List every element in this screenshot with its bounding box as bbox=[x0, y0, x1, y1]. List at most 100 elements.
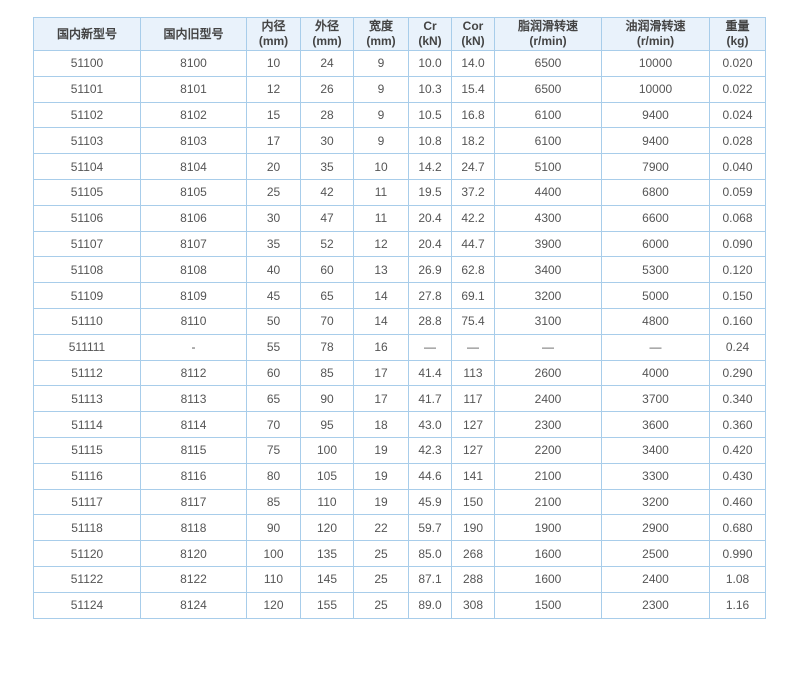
table-cell: 85.0 bbox=[408, 540, 452, 567]
table-cell: 10.5 bbox=[408, 101, 452, 129]
table-cell: 2400 bbox=[601, 565, 710, 593]
table-cell: 51102 bbox=[33, 101, 141, 129]
table-cell: 41.4 bbox=[408, 359, 452, 387]
table-cell: 22 bbox=[353, 514, 409, 542]
table-cell: 14 bbox=[353, 307, 409, 335]
table-cell: 43.0 bbox=[408, 411, 452, 438]
table-cell: 60 bbox=[300, 256, 354, 284]
table-cell: 45.9 bbox=[408, 488, 452, 516]
table-cell: 40 bbox=[246, 256, 301, 284]
table-cell: 8106 bbox=[140, 204, 247, 232]
table-cell: 51112 bbox=[33, 359, 141, 387]
table-cell: 10.0 bbox=[408, 50, 452, 77]
table-cell: 9 bbox=[353, 127, 409, 155]
table-cell: 3200 bbox=[494, 282, 602, 309]
table-cell: 0.160 bbox=[709, 307, 766, 335]
table-cell: 1.08 bbox=[709, 565, 766, 593]
table-cell: 8104 bbox=[140, 153, 247, 180]
table-cell: 0.460 bbox=[709, 488, 766, 516]
table-cell: 14.2 bbox=[408, 153, 452, 180]
table-cell: 42 bbox=[300, 178, 354, 206]
table-cell: 5100 bbox=[494, 153, 602, 180]
table-cell: 10000 bbox=[601, 75, 710, 103]
table-cell: 37.2 bbox=[451, 178, 495, 206]
table-cell: 24.7 bbox=[451, 153, 495, 180]
table-cell: 44.7 bbox=[451, 230, 495, 258]
table-cell: 6500 bbox=[494, 50, 602, 77]
table-cell: 30 bbox=[246, 204, 301, 232]
table-cell: 6100 bbox=[494, 127, 602, 155]
table-cell: 2600 bbox=[494, 359, 602, 387]
table-cell: 8110 bbox=[140, 307, 247, 335]
table-cell: 85 bbox=[246, 488, 301, 516]
column-header: 内径 (mm) bbox=[246, 17, 301, 51]
table-cell: 19.5 bbox=[408, 178, 452, 206]
table-row: 51103 8103 17 30 9 10.8 18.2 6100 9400 0.028 bbox=[33, 127, 766, 155]
table-cell: 3400 bbox=[601, 436, 710, 464]
table-cell: 55 bbox=[246, 333, 301, 361]
table-cell: 25 bbox=[353, 565, 409, 593]
header-unit: (kN) bbox=[461, 34, 485, 48]
table-cell: 1600 bbox=[494, 540, 602, 567]
table-cell: 4400 bbox=[494, 178, 602, 206]
table-cell: 8114 bbox=[140, 411, 247, 438]
column-header: 国内新型号 bbox=[33, 17, 141, 51]
table-cell: 8120 bbox=[140, 540, 247, 567]
table-cell: 0.420 bbox=[709, 436, 766, 464]
table-cell: 1500 bbox=[494, 591, 602, 619]
table-cell: 42.3 bbox=[408, 436, 452, 464]
table-cell: 51101 bbox=[33, 75, 141, 103]
table-cell: 113 bbox=[451, 359, 495, 387]
table-cell: 51110 bbox=[33, 307, 141, 335]
table-cell: 9 bbox=[353, 50, 409, 77]
table-cell: 20 bbox=[246, 153, 301, 180]
table-cell: 2500 bbox=[601, 540, 710, 567]
table-cell: 52 bbox=[300, 230, 354, 258]
header-label: Cor bbox=[462, 19, 484, 33]
table-cell: 0.059 bbox=[709, 178, 766, 206]
table-cell: 1600 bbox=[494, 565, 602, 593]
column-header: Cr (kN) bbox=[408, 17, 452, 51]
header-unit: (mm) bbox=[258, 34, 289, 48]
table-cell: 1.16 bbox=[709, 591, 766, 619]
table-cell: 0.340 bbox=[709, 385, 766, 413]
header-unit: (mm) bbox=[366, 34, 396, 48]
table-cell: 0.068 bbox=[709, 204, 766, 232]
table-cell: — bbox=[408, 333, 452, 361]
table-cell: 12 bbox=[246, 75, 301, 103]
table-cell: 308 bbox=[451, 591, 495, 619]
table-row: 51100 8100 10 24 9 10.0 14.0 6500 10000 0.020 bbox=[33, 50, 766, 77]
table-cell: 17 bbox=[353, 359, 409, 387]
table-cell: 59.7 bbox=[408, 514, 452, 542]
table-row: 51106 8106 30 47 11 20.4 42.2 4300 6600 0.068 bbox=[33, 204, 766, 232]
column-header: 重量 (kg) bbox=[709, 17, 766, 51]
column-header: 油润滑转速 (r/min) bbox=[601, 17, 710, 51]
table-cell: 150 bbox=[451, 488, 495, 516]
table-cell: 51120 bbox=[33, 540, 141, 567]
table-cell: 11 bbox=[353, 178, 409, 206]
table-cell: 60 bbox=[246, 359, 301, 387]
table-row: 51104 8104 20 35 10 14.2 24.7 5100 7900 0.040 bbox=[33, 153, 766, 180]
table-cell: 51117 bbox=[33, 488, 141, 516]
table-cell: 4300 bbox=[494, 204, 602, 232]
table-cell: 42.2 bbox=[451, 204, 495, 232]
table-cell: 3700 bbox=[601, 385, 710, 413]
table-cell: 6000 bbox=[601, 230, 710, 258]
table-cell: 268 bbox=[451, 540, 495, 567]
table-cell: 18 bbox=[353, 411, 409, 438]
table-cell: 51104 bbox=[33, 153, 141, 180]
table-cell: 4000 bbox=[601, 359, 710, 387]
table-cell: 9400 bbox=[601, 127, 710, 155]
table-cell: 65 bbox=[300, 282, 354, 309]
table-cell: 127 bbox=[451, 411, 495, 438]
table-cell: 70 bbox=[246, 411, 301, 438]
table-cell: 8107 bbox=[140, 230, 247, 258]
table-cell: 20.4 bbox=[408, 230, 452, 258]
table-cell: 10 bbox=[353, 153, 409, 180]
table-cell: 8117 bbox=[140, 488, 247, 516]
header-row: 国内新型号 国内旧型号 内径 (mm) 外径 (mm) 宽度 (mm) Cr (kN) Cor (kN… bbox=[33, 17, 766, 51]
table-row: 51102 8102 15 28 9 10.5 16.8 6100 9400 0.024 bbox=[33, 101, 766, 129]
table-cell: 51116 bbox=[33, 462, 141, 490]
table-cell: 0.024 bbox=[709, 101, 766, 129]
table-cell: 8124 bbox=[140, 591, 247, 619]
